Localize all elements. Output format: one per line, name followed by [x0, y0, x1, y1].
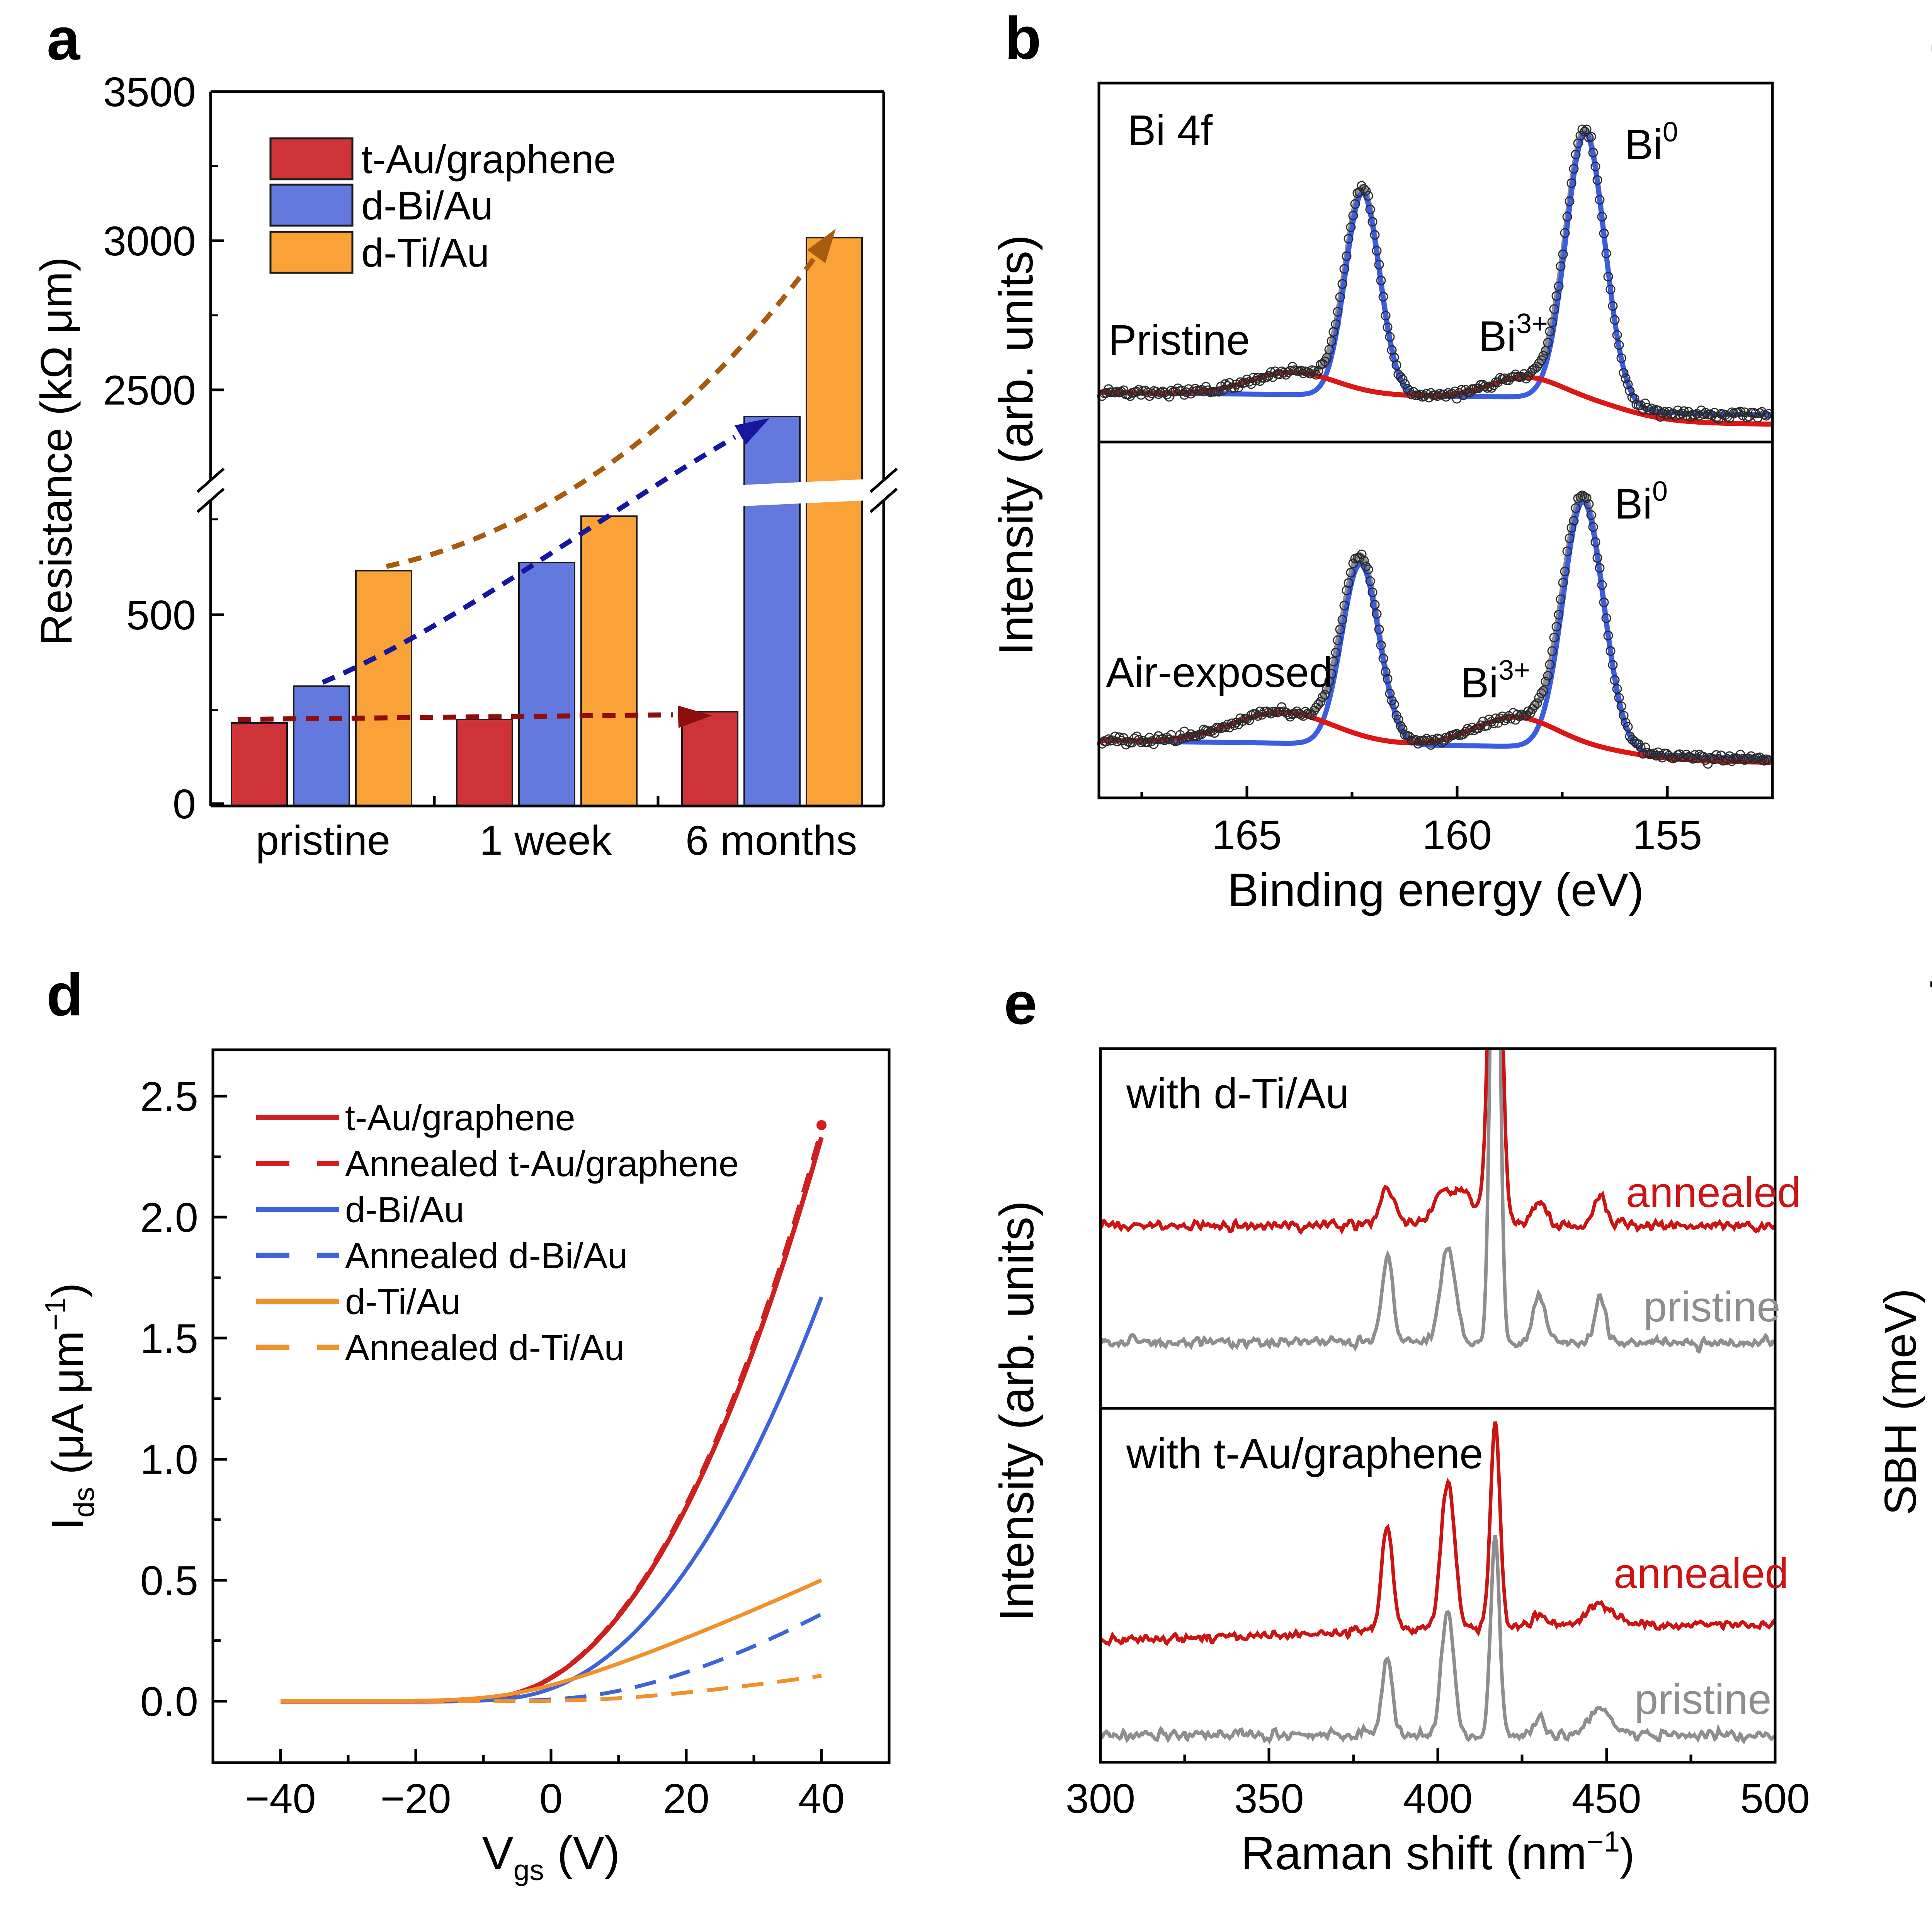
- svg-text:Vgs (V): Vgs (V): [482, 1827, 620, 1886]
- svg-text:1 week: 1 week: [480, 817, 612, 864]
- svg-text:500: 500: [1740, 1775, 1810, 1822]
- svg-text:0: 0: [173, 780, 196, 827]
- svg-text:Annealed d-Ti/Au: Annealed d-Ti/Au: [345, 1327, 624, 1368]
- svg-text:Pristine: Pristine: [1108, 316, 1250, 364]
- svg-text:t-Au/graphene: t-Au/graphene: [361, 137, 616, 182]
- svg-text:t-Au/graphene: t-Au/graphene: [345, 1097, 575, 1138]
- svg-text:d-Bi/Au: d-Bi/Au: [361, 184, 493, 228]
- svg-text:3500: 3500: [103, 68, 196, 115]
- svg-text:Intensity (arb. units): Intensity (arb. units): [1925, 235, 1932, 656]
- svg-text:d-Ti/Au: d-Ti/Au: [361, 231, 489, 275]
- svg-text:155: 155: [1633, 811, 1702, 858]
- svg-text:annealed: annealed: [1626, 1169, 1801, 1216]
- svg-text:2.5: 2.5: [140, 1073, 198, 1120]
- svg-text:Intensity (arb. units): Intensity (arb. units): [990, 235, 1043, 656]
- svg-text:Binding energy (eV): Binding energy (eV): [1227, 864, 1644, 916]
- svg-text:Annealed t-Au/graphene: Annealed t-Au/graphene: [345, 1143, 739, 1184]
- svg-text:a: a: [47, 5, 81, 72]
- svg-text:0: 0: [539, 1775, 563, 1822]
- svg-text:Intensity (arb. units): Intensity (arb. units): [990, 1201, 1044, 1622]
- svg-text:40: 40: [798, 1775, 845, 1822]
- svg-text:3000: 3000: [103, 218, 196, 264]
- svg-text:e: e: [1004, 970, 1037, 1037]
- svg-text:6 months: 6 months: [685, 817, 857, 864]
- svg-text:d: d: [46, 961, 83, 1028]
- svg-text:2500: 2500: [103, 367, 196, 413]
- svg-text:20: 20: [663, 1775, 709, 1822]
- svg-text:2.0: 2.0: [140, 1194, 198, 1241]
- svg-text:500: 500: [126, 592, 196, 638]
- svg-text:annealed: annealed: [1614, 1550, 1789, 1597]
- svg-text:−20: −20: [380, 1775, 451, 1822]
- svg-text:Annealed d-Bi/Au: Annealed d-Bi/Au: [345, 1235, 628, 1276]
- svg-text:pristine: pristine: [256, 817, 390, 864]
- svg-text:−40: −40: [245, 1775, 316, 1822]
- svg-text:165: 165: [1212, 811, 1282, 858]
- svg-text:d-Bi/Au: d-Bi/Au: [345, 1189, 464, 1230]
- svg-text:160: 160: [1422, 811, 1492, 858]
- svg-text:400: 400: [1403, 1775, 1473, 1822]
- svg-text:0.0: 0.0: [140, 1678, 198, 1725]
- svg-text:pristine: pristine: [1634, 1676, 1772, 1723]
- svg-text:Resistance (kΩ μm): Resistance (kΩ μm): [32, 257, 81, 646]
- svg-text:d-Ti/Au: d-Ti/Au: [345, 1281, 461, 1322]
- svg-text:SBH (meV): SBH (meV): [1875, 1289, 1925, 1515]
- svg-text:1.5: 1.5: [140, 1315, 198, 1362]
- svg-text:pristine: pristine: [1643, 1283, 1781, 1331]
- svg-text:with d-Ti/Au: with d-Ti/Au: [1126, 1070, 1349, 1117]
- svg-text:1.0: 1.0: [140, 1436, 198, 1483]
- svg-text:Bi0: Bi0: [1614, 476, 1668, 528]
- svg-text:350: 350: [1234, 1775, 1304, 1822]
- svg-text:Air-exposed: Air-exposed: [1106, 649, 1333, 696]
- svg-text:c: c: [1929, 10, 1932, 77]
- svg-text:Raman shift (nm−1): Raman shift (nm−1): [1241, 1825, 1635, 1879]
- svg-text:0.5: 0.5: [140, 1557, 198, 1604]
- svg-text:450: 450: [1571, 1775, 1641, 1822]
- svg-text:300: 300: [1066, 1775, 1135, 1822]
- svg-text:f: f: [1929, 959, 1932, 1026]
- svg-text:with t-Au/graphene: with t-Au/graphene: [1126, 1430, 1483, 1478]
- svg-text:Bi 4f: Bi 4f: [1128, 107, 1213, 154]
- svg-text:b: b: [1005, 5, 1041, 71]
